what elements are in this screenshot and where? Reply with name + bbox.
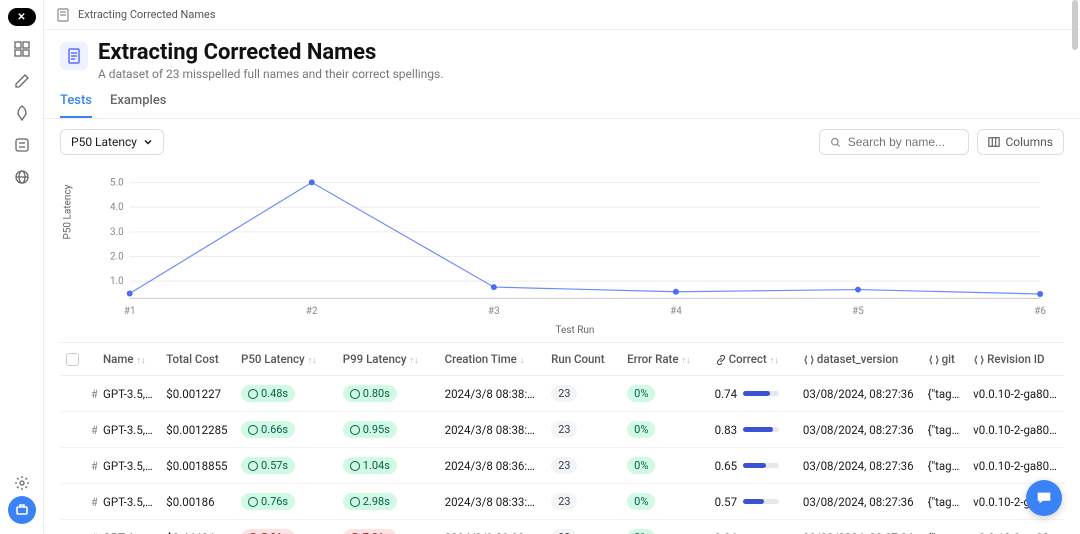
link-icon — [715, 354, 727, 366]
results-table: Name↑↓Total CostP50 Latency↑↓P99 Latency… — [60, 342, 1064, 534]
page-subtitle: A dataset of 23 misspelled full names an… — [98, 67, 443, 81]
run-count-pill: 23 — [551, 385, 577, 402]
svg-text:#5: #5 — [852, 306, 864, 317]
col-correct[interactable]: Correct↑↓ — [709, 343, 797, 376]
dashboard-icon[interactable] — [13, 40, 31, 58]
p50-pill: 0.76s — [241, 493, 295, 510]
col-p99[interactable]: P99 Latency↑↓ — [337, 343, 439, 376]
results-table-wrap: Name↑↓Total CostP50 Latency↑↓P99 Latency… — [44, 342, 1080, 534]
table-row[interactable]: #5GPT-3.5, correct...$0.00122850.66s0.95… — [60, 412, 1064, 448]
tab-tests[interactable]: Tests — [60, 93, 92, 118]
col-revision[interactable]: Revision ID — [967, 343, 1064, 376]
svg-text:1.0: 1.0 — [110, 276, 124, 287]
col-error_rate[interactable]: Error Rate↑↓ — [621, 343, 708, 376]
col-run_count[interactable]: Run Count — [545, 343, 621, 376]
svg-text:#1: #1 — [124, 306, 136, 317]
rocket-icon[interactable] — [13, 104, 31, 122]
p99-pill: 0.95s — [343, 421, 397, 438]
p99-pill: 7.31s — [343, 529, 397, 534]
tab-examples[interactable]: Examples — [110, 93, 167, 118]
svg-text:#3: #3 — [488, 306, 500, 317]
svg-text:#2: #2 — [306, 306, 318, 317]
col-git[interactable]: git — [922, 343, 968, 376]
chart-y-label: P50 Latency — [63, 184, 74, 239]
svg-text:3.0: 3.0 — [110, 227, 124, 238]
table-row[interactable]: #2GPT-4, all name...$8.444845.01s7.31s20… — [60, 520, 1064, 534]
header-doc-icon — [60, 42, 88, 70]
braces-icon — [928, 354, 940, 366]
table-row[interactable]: #4GPT-3.5, top 10 ...$0.00188550.57s1.04… — [60, 448, 1064, 484]
p99-pill: 2.98s — [343, 493, 397, 510]
columns-button[interactable]: Columns — [977, 129, 1064, 155]
metric-dropdown[interactable]: P50 Latency — [60, 129, 164, 155]
chat-bubble[interactable] — [1026, 480, 1062, 516]
dropdown-label: P50 Latency — [71, 135, 137, 149]
svg-text:2.0: 2.0 — [110, 252, 124, 263]
edit-icon[interactable] — [13, 72, 31, 90]
svg-text:#6: #6 — [1034, 306, 1046, 317]
help-bubble[interactable] — [8, 496, 36, 524]
error-rate-pill: 0% — [627, 385, 655, 402]
error-rate-pill: 0% — [627, 457, 655, 474]
page-title: Extracting Corrected Names — [98, 40, 443, 65]
select-all-checkbox[interactable] — [66, 353, 79, 366]
col-created[interactable]: Creation Time↓ — [439, 343, 545, 376]
col-p50[interactable]: P50 Latency↑↓ — [235, 343, 337, 376]
p50-pill: 0.48s — [241, 385, 295, 402]
p50-pill: 0.66s — [241, 421, 295, 438]
page-header: Extracting Corrected Names A dataset of … — [44, 30, 1080, 85]
col-dataset_version[interactable]: dataset_version — [797, 343, 922, 376]
col-checkbox[interactable] — [60, 343, 85, 376]
col-total_cost[interactable]: Total Cost — [160, 343, 235, 376]
breadcrumb-title[interactable]: Extracting Corrected Names — [78, 8, 216, 21]
columns-icon — [988, 136, 1000, 148]
list-icon[interactable] — [13, 136, 31, 154]
chart-area: P50 Latency 1.02.03.04.05.0#1#2#3#4#5#6 … — [44, 165, 1080, 342]
error-rate-pill: 0% — [627, 529, 655, 534]
doc-icon — [56, 8, 70, 22]
p50-pill: 0.57s — [241, 457, 295, 474]
error-rate-pill: 0% — [627, 421, 655, 438]
braces-icon — [973, 354, 985, 366]
error-rate-pill: 0% — [627, 493, 655, 510]
p50-pill: 5.01s — [241, 529, 295, 534]
search-box[interactable] — [819, 129, 969, 155]
run-count-pill: 23 — [551, 493, 577, 510]
table-row[interactable]: #6GPT-3.5, correct...$0.0012270.48s0.80s… — [60, 376, 1064, 412]
chart-x-label: Test Run — [100, 325, 1050, 336]
controls-bar: P50 Latency Columns — [44, 119, 1080, 165]
run-count-pill: 23 — [551, 529, 577, 534]
run-count-pill: 23 — [551, 457, 577, 474]
settings-icon[interactable] — [13, 474, 31, 492]
scrollbar[interactable] — [1072, 0, 1078, 50]
sidebar: ✕ — [0, 0, 44, 534]
svg-text:#4: #4 — [670, 306, 682, 317]
tabs: Tests Examples — [44, 85, 1080, 119]
search-icon — [830, 136, 841, 149]
col-name[interactable]: Name↑↓ — [97, 343, 160, 376]
breadcrumb-bar: Extracting Corrected Names — [44, 0, 1080, 30]
svg-text:5.0: 5.0 — [110, 178, 124, 189]
p99-pill: 0.80s — [343, 385, 397, 402]
p99-pill: 1.04s — [343, 457, 397, 474]
logo[interactable]: ✕ — [8, 8, 36, 26]
globe-icon[interactable] — [13, 168, 31, 186]
latency-chart[interactable]: 1.0 2.0 3.0 4.0 5.0 #1 #2 #3 #4 #5 #6 — [100, 169, 1050, 319]
main-content: Extracting Corrected Names Extracting Co… — [44, 0, 1080, 534]
search-input[interactable] — [848, 135, 959, 149]
braces-icon — [803, 354, 815, 366]
chevron-down-icon — [143, 137, 153, 147]
col-idx[interactable] — [85, 343, 97, 376]
svg-text:4.0: 4.0 — [110, 202, 124, 213]
table-row[interactable]: #3GPT-3.5, top 10 ...$0.001860.76s2.98s2… — [60, 484, 1064, 520]
run-count-pill: 23 — [551, 421, 577, 438]
